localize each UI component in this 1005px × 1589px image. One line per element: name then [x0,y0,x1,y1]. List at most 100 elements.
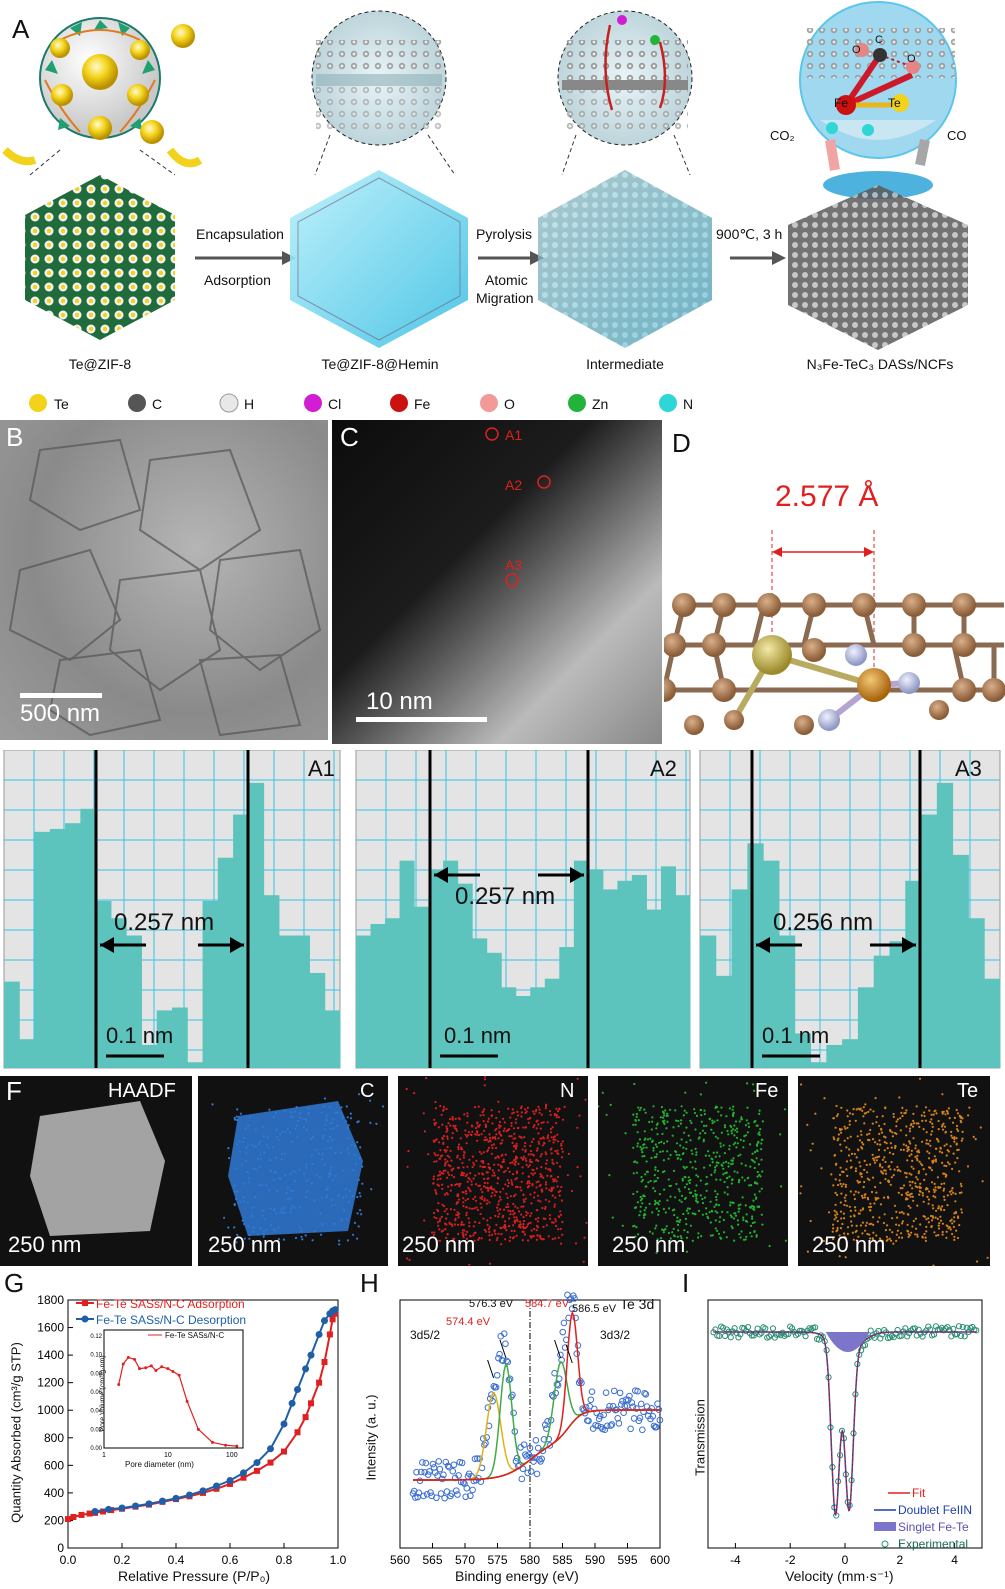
chart-i-xtick-label: -4 [730,1553,741,1567]
chart-g-point [132,1502,139,1510]
map-dot [311,1162,314,1165]
map-dot [886,1147,889,1150]
map-dot [875,1159,878,1162]
legend-te: Te [54,396,69,412]
map-dot [233,1203,236,1206]
map-dot [835,1230,838,1233]
map-dot [520,1189,523,1192]
map-dot [638,1109,641,1112]
panel-i-label: I [682,1268,690,1298]
map-dot [849,1135,852,1138]
map-dot [921,1191,924,1195]
map-dot [552,1138,555,1141]
map-dot [495,1190,498,1193]
map-dot [310,1137,313,1140]
map-dot [439,1104,442,1108]
map-dot [436,1154,439,1157]
chart-g-inset-point [117,1383,121,1387]
profile-bar [559,947,575,1068]
profile-a2 [355,750,691,1069]
map-dot [457,1216,460,1219]
chart-h-point [608,1421,616,1428]
legend-n: N [683,396,694,412]
chart-h-peak-pointer [565,1344,573,1364]
map-dot [898,1236,901,1239]
profile-bar [631,875,647,1068]
map-dot [884,1172,888,1175]
map-dot [915,1227,918,1230]
profile-bar [126,935,142,1068]
map-dot [539,1127,542,1130]
map-dot [953,1212,956,1215]
map-dot [752,1083,755,1086]
map-dot [658,1200,661,1203]
map-dot [556,1149,559,1152]
chart-g-inset-point [171,1369,175,1373]
map-dot [576,1077,579,1080]
map-dot [726,1129,729,1133]
chart-h-xtick-label: 600 [650,1553,670,1567]
map-dot [576,1126,579,1129]
map-dot [313,1199,316,1202]
map-dot [941,1161,944,1164]
map-dot [935,1234,938,1237]
map-dot [444,1158,447,1161]
map-dot [948,1163,951,1166]
map-dot [838,1179,841,1182]
map-dot [511,1183,514,1186]
map-dot [496,1206,499,1209]
map-dot [485,1125,488,1128]
map-dot [284,1174,287,1177]
map-dot [692,1195,695,1198]
chart-g-point [315,1330,323,1338]
map-dot [560,1142,563,1145]
map-dot [346,1116,349,1119]
map-dot [545,1159,549,1162]
map-dot [739,1236,742,1239]
map-dot [560,1185,563,1189]
map-dot [506,1185,510,1188]
map-dot [450,1174,453,1177]
map-dot [557,1116,560,1119]
map-dot [527,1175,530,1178]
map-dot [269,1159,272,1162]
map-dot [755,1157,758,1160]
map-dot [472,1197,475,1201]
map-dot [339,1151,342,1154]
map-dot [499,1198,502,1201]
map-dot [908,1127,912,1130]
chart-g-inset-xtick: 100 [226,1452,238,1459]
map-dot [661,1116,665,1119]
map-dot [722,1144,725,1147]
map-dot [960,1185,963,1188]
map-dot [435,1217,438,1220]
map-te [798,1076,990,1267]
map-dot [972,1135,975,1138]
map-dot [535,1238,538,1241]
chart-g-inset-frame [103,1329,244,1449]
map-dot [676,1216,679,1219]
map-dot [906,1223,909,1226]
map-dot [908,1130,911,1133]
map-dot [716,1137,719,1140]
map-dot [533,1124,536,1127]
map-dot [323,1105,326,1108]
profile-bar [110,918,127,1068]
map-dot [700,1114,703,1117]
map-dot [854,1170,857,1173]
map-dot [906,1150,909,1153]
map-dot [524,1150,527,1153]
map-dot [753,1166,756,1170]
map-dot [872,1110,875,1113]
map-dot [912,1137,915,1140]
map-dot [881,1166,884,1169]
map-dot [233,1190,236,1193]
map-dot [514,1156,517,1159]
map-dot [533,1191,536,1194]
map-dot [645,1239,648,1242]
map-dot [705,1081,708,1084]
map-dot [730,1132,733,1135]
profile-bar [309,972,326,1068]
map-dot [656,1122,659,1125]
map-dot [496,1182,499,1185]
